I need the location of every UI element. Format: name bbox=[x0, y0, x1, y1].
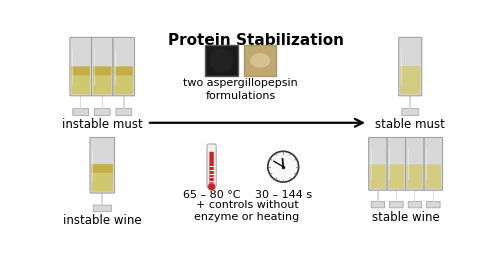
FancyBboxPatch shape bbox=[90, 138, 114, 193]
Circle shape bbox=[208, 183, 216, 190]
Bar bbox=[396, 189, 397, 202]
Bar bbox=[433, 189, 434, 202]
FancyBboxPatch shape bbox=[72, 66, 90, 94]
FancyBboxPatch shape bbox=[93, 205, 112, 212]
FancyBboxPatch shape bbox=[370, 164, 386, 189]
FancyBboxPatch shape bbox=[92, 164, 113, 192]
Bar bbox=[123, 95, 124, 109]
FancyBboxPatch shape bbox=[92, 164, 113, 173]
FancyBboxPatch shape bbox=[116, 109, 132, 115]
FancyBboxPatch shape bbox=[93, 66, 112, 94]
FancyBboxPatch shape bbox=[94, 109, 110, 115]
FancyBboxPatch shape bbox=[402, 109, 418, 115]
FancyBboxPatch shape bbox=[371, 202, 384, 208]
FancyBboxPatch shape bbox=[206, 45, 238, 76]
FancyBboxPatch shape bbox=[400, 66, 420, 94]
Bar bbox=[410, 95, 411, 109]
FancyBboxPatch shape bbox=[244, 45, 276, 76]
FancyBboxPatch shape bbox=[114, 67, 133, 75]
Ellipse shape bbox=[250, 53, 270, 68]
Bar bbox=[102, 95, 103, 109]
FancyBboxPatch shape bbox=[398, 37, 422, 96]
Text: 30 – 144 s: 30 – 144 s bbox=[254, 190, 312, 200]
Circle shape bbox=[268, 151, 298, 182]
FancyBboxPatch shape bbox=[93, 67, 112, 75]
FancyBboxPatch shape bbox=[114, 66, 133, 94]
Text: two aspergillopepsin
formulations: two aspergillopepsin formulations bbox=[184, 78, 298, 101]
FancyBboxPatch shape bbox=[390, 202, 403, 208]
Text: Protein Stabilization: Protein Stabilization bbox=[168, 34, 344, 48]
Text: stable wine: stable wine bbox=[372, 211, 440, 224]
Text: stable must: stable must bbox=[376, 118, 445, 131]
FancyBboxPatch shape bbox=[426, 202, 440, 208]
FancyBboxPatch shape bbox=[70, 37, 92, 96]
FancyBboxPatch shape bbox=[113, 37, 134, 96]
FancyBboxPatch shape bbox=[406, 138, 424, 190]
Bar bbox=[102, 192, 103, 205]
Text: instable wine: instable wine bbox=[63, 214, 142, 227]
Text: instable must: instable must bbox=[62, 118, 142, 131]
Text: + controls without
enzyme or heating: + controls without enzyme or heating bbox=[194, 200, 300, 222]
FancyBboxPatch shape bbox=[388, 164, 404, 189]
FancyBboxPatch shape bbox=[73, 109, 88, 115]
FancyBboxPatch shape bbox=[210, 152, 214, 184]
FancyBboxPatch shape bbox=[426, 164, 441, 189]
FancyBboxPatch shape bbox=[72, 67, 90, 75]
FancyBboxPatch shape bbox=[368, 138, 387, 190]
Text: 65 – 80 °C: 65 – 80 °C bbox=[183, 190, 240, 200]
Bar bbox=[414, 189, 416, 202]
Circle shape bbox=[210, 49, 234, 72]
Bar bbox=[80, 95, 82, 109]
FancyBboxPatch shape bbox=[424, 138, 442, 190]
FancyBboxPatch shape bbox=[207, 144, 216, 188]
FancyBboxPatch shape bbox=[92, 37, 113, 96]
FancyBboxPatch shape bbox=[407, 164, 422, 189]
FancyBboxPatch shape bbox=[387, 138, 406, 190]
FancyBboxPatch shape bbox=[408, 202, 422, 208]
